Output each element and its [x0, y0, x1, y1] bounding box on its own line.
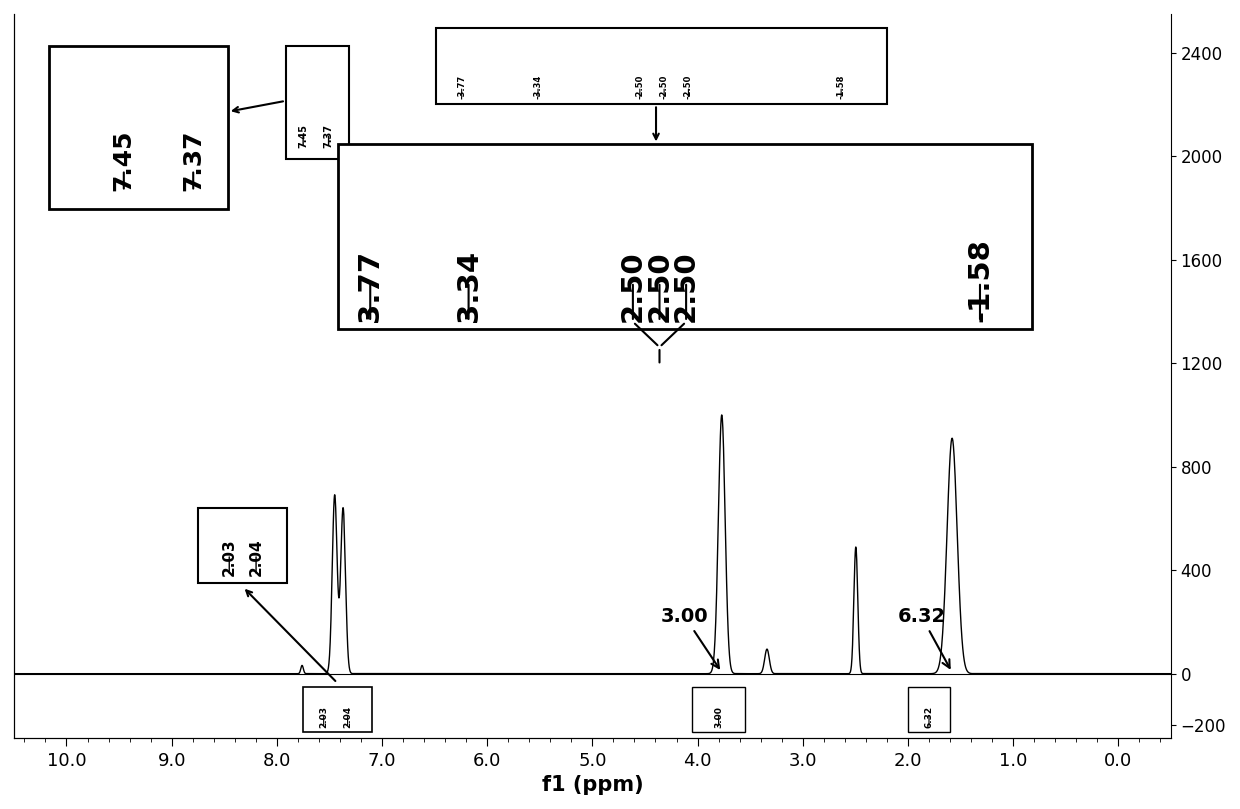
- Text: -1.58: -1.58: [966, 238, 994, 322]
- FancyBboxPatch shape: [692, 687, 745, 732]
- Text: 7.37: 7.37: [324, 124, 334, 148]
- FancyBboxPatch shape: [48, 46, 228, 210]
- Text: 6.32: 6.32: [925, 706, 934, 728]
- FancyBboxPatch shape: [908, 687, 950, 732]
- Text: 2.03: 2.03: [319, 706, 329, 728]
- Text: 3.77: 3.77: [356, 249, 384, 322]
- Text: 2.50: 2.50: [646, 250, 673, 322]
- FancyBboxPatch shape: [303, 687, 372, 732]
- Text: 2.04: 2.04: [248, 538, 264, 576]
- Text: 2.03: 2.03: [222, 538, 237, 576]
- Text: -1.58: -1.58: [837, 75, 846, 100]
- Text: 7.45: 7.45: [298, 124, 308, 148]
- Text: -3.77: -3.77: [458, 75, 466, 100]
- Text: 2.50: 2.50: [672, 250, 701, 322]
- Text: 3.00: 3.00: [714, 706, 723, 728]
- FancyBboxPatch shape: [337, 144, 1032, 329]
- Text: -2.50: -2.50: [635, 75, 645, 100]
- FancyBboxPatch shape: [436, 28, 888, 104]
- FancyBboxPatch shape: [198, 508, 288, 583]
- Text: 6.32: 6.32: [898, 607, 950, 668]
- X-axis label: f1 (ppm): f1 (ppm): [542, 775, 644, 795]
- Text: -2.50: -2.50: [684, 75, 693, 100]
- Text: 3.00: 3.00: [661, 607, 719, 668]
- Text: 3.34: 3.34: [455, 250, 482, 322]
- Text: 2.50: 2.50: [619, 250, 647, 322]
- Text: 2.04: 2.04: [343, 706, 352, 728]
- Text: -3.34: -3.34: [533, 75, 543, 100]
- Text: 7.45: 7.45: [112, 130, 136, 192]
- FancyBboxPatch shape: [285, 46, 350, 159]
- Text: 7.37: 7.37: [181, 130, 206, 192]
- Text: -2.50: -2.50: [660, 75, 668, 100]
